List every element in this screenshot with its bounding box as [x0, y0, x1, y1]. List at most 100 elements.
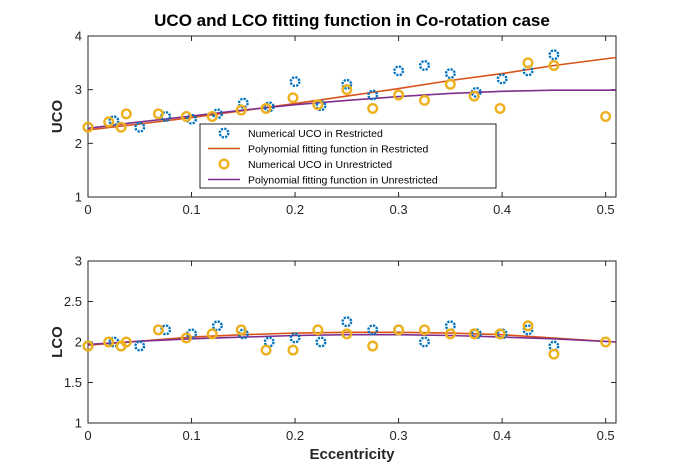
x-tick-label: 0.4 — [493, 202, 511, 217]
x-tick-label: 0 — [84, 202, 91, 217]
legend-label: Polynomial fitting function in Restricte… — [248, 144, 428, 156]
x-tick-label: 0.5 — [597, 428, 615, 443]
data-point — [444, 78, 456, 90]
data-point — [548, 49, 560, 61]
legend-label: Numerical UCO in Restricted — [248, 128, 383, 140]
data-point — [237, 328, 249, 340]
data-point — [211, 320, 223, 332]
x-tick-label: 0.4 — [493, 428, 511, 443]
legend-label: Polynomial fitting function in Unrestric… — [248, 175, 438, 187]
data-point — [367, 324, 379, 336]
data-point — [260, 344, 272, 356]
data-point — [418, 324, 430, 336]
data-point — [522, 320, 534, 332]
data-point — [160, 110, 172, 122]
data-point — [263, 101, 275, 113]
data-point — [237, 97, 249, 109]
data-point — [444, 68, 456, 80]
series-line — [87, 89, 616, 130]
data-point — [312, 99, 324, 111]
x-tick-label: 0.1 — [182, 202, 200, 217]
data-point — [160, 324, 172, 336]
data-point — [367, 340, 379, 352]
data-point — [444, 320, 456, 332]
uco-panel: 0 0.1 0.2 0.3 0.4 0.5 1 2 3 4 UCO UCO and LCO fitti… — [49, 11, 617, 217]
data-point — [134, 121, 146, 133]
data-point — [103, 336, 115, 348]
data-point — [315, 100, 327, 112]
x-tick-label: 0 — [84, 428, 91, 443]
x-tick-label: 0.3 — [390, 428, 408, 443]
data-point — [186, 113, 198, 125]
y-axis-label: UCO — [49, 100, 66, 134]
data-point — [263, 336, 275, 348]
x-tick-label: 0.3 — [390, 202, 408, 217]
data-point — [103, 116, 115, 128]
y-tick-label: 2.5 — [64, 294, 82, 309]
data-point — [312, 324, 324, 336]
data-point — [468, 328, 480, 340]
data-point — [108, 115, 120, 127]
data-point — [120, 336, 132, 348]
data-point — [120, 108, 132, 120]
data-point — [367, 102, 379, 114]
data-point — [260, 102, 272, 114]
data-point — [315, 336, 327, 348]
y-tick-label: 1 — [75, 416, 82, 431]
x-tick-label: 0.5 — [597, 202, 615, 217]
data-point — [341, 78, 353, 90]
data-point — [115, 121, 127, 133]
series-line — [87, 333, 617, 346]
data-point — [494, 102, 506, 114]
y-tick-label: 2 — [75, 335, 82, 350]
data-point — [134, 340, 146, 352]
y-tick-label: 2 — [75, 136, 82, 151]
data-point — [548, 348, 560, 360]
y-tick-label: 3 — [75, 82, 82, 97]
data-point — [206, 110, 218, 122]
data-point — [444, 328, 456, 340]
y-axis-label: LCO — [49, 326, 66, 358]
y-tick-label: 1.5 — [64, 375, 82, 390]
legend-box — [199, 123, 497, 189]
data-point — [468, 90, 480, 102]
data-point — [180, 332, 192, 344]
legend: Numerical UCO in Restricted Polynomial fi… — [199, 123, 497, 189]
x-tick-label: 0.1 — [182, 428, 200, 443]
data-point — [418, 60, 430, 72]
data-point — [496, 328, 508, 340]
data-point — [470, 86, 482, 98]
data-point — [180, 110, 192, 122]
data-point — [522, 57, 534, 69]
data-point — [600, 336, 612, 348]
data-point — [522, 65, 534, 77]
legend-marker — [218, 127, 230, 139]
data-point — [82, 340, 94, 352]
data-point — [289, 332, 301, 344]
data-point — [393, 324, 405, 336]
y-tick-label: 1 — [75, 190, 82, 205]
data-point — [470, 328, 482, 340]
data-point — [152, 108, 164, 120]
data-point — [600, 110, 612, 122]
data-point — [393, 65, 405, 77]
y-tick-label: 4 — [75, 29, 82, 44]
legend-marker — [218, 158, 230, 170]
data-point — [367, 89, 379, 101]
data-point — [393, 89, 405, 101]
data-point — [289, 76, 301, 88]
series-line — [87, 331, 617, 346]
x-axis-label: Eccentricity — [309, 446, 395, 463]
data-point — [418, 336, 430, 348]
chart-title: UCO and LCO fitting function in Co-rotat… — [154, 11, 550, 30]
legend-label: Numerical UCO in Unrestricted — [248, 159, 392, 171]
data-point — [341, 328, 353, 340]
series-line — [87, 56, 617, 131]
data-point — [418, 94, 430, 106]
data-point — [206, 328, 218, 340]
lco-panel: 0 0.1 0.2 0.3 0.4 0.5 1 1.5 2 2.5 3 LCO Eccentricity — [49, 254, 617, 463]
x-tick-label: 0.2 — [286, 428, 304, 443]
data-point — [548, 60, 560, 72]
axes-box — [87, 260, 617, 424]
data-point — [235, 104, 247, 116]
